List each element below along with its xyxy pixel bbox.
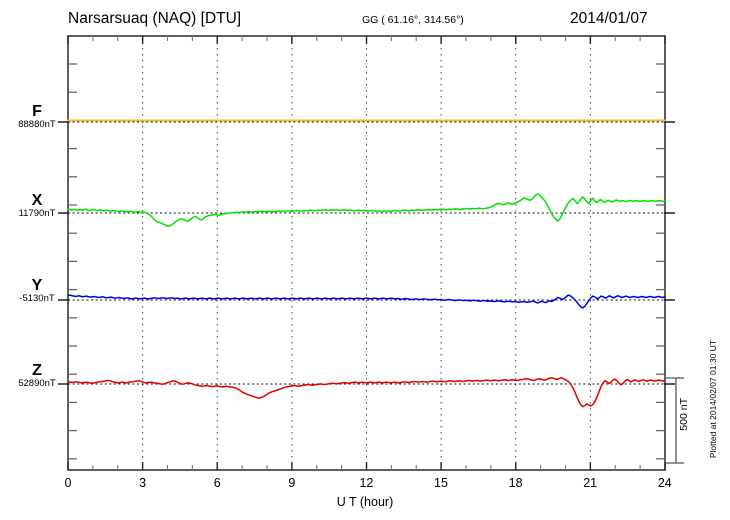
component-value-y: -5130nT bbox=[19, 293, 55, 304]
x-tick-label: 18 bbox=[508, 476, 523, 490]
component-label-x: X 11790nT bbox=[8, 193, 66, 220]
x-tick-label: 9 bbox=[288, 476, 296, 490]
trace-y bbox=[67, 294, 666, 309]
component-value-f: 88880nT bbox=[18, 119, 56, 130]
plotted-at-label: Plotted at 2014/02/07 01:30 UT bbox=[708, 340, 718, 459]
trace-x bbox=[67, 193, 666, 227]
x-tick-label: 24 bbox=[657, 476, 672, 490]
component-letter-f: F bbox=[32, 103, 42, 120]
x-tick-label: 21 bbox=[583, 476, 598, 490]
component-letter-y: Y bbox=[31, 277, 43, 294]
scale-bar-label: 500 nT bbox=[678, 398, 690, 431]
x-tick-label: 0 bbox=[64, 476, 72, 490]
x-tick-label: 15 bbox=[434, 476, 448, 490]
trace-z bbox=[67, 376, 666, 408]
component-letter-z: Z bbox=[32, 362, 42, 379]
component-label-f: F 88880nT bbox=[8, 104, 66, 131]
component-label-z: Z 52890nT bbox=[8, 363, 66, 390]
x-tick-label: 3 bbox=[139, 476, 147, 490]
component-letter-x: X bbox=[31, 192, 43, 209]
observation-date: 2014/01/07 bbox=[570, 10, 648, 27]
component-label-y: Y -5130nT bbox=[8, 278, 66, 305]
component-value-x: 11790nT bbox=[18, 208, 56, 219]
x-tick-label: 6 bbox=[213, 476, 221, 490]
x-axis-title: U T (hour) bbox=[336, 495, 394, 509]
component-value-z: 52890nT bbox=[18, 378, 56, 389]
geographic-coordinates: GG ( 61.16°, 314.56°) bbox=[362, 14, 464, 26]
page-title: Narsarsuaq (NAQ) [DTU] bbox=[68, 10, 242, 27]
x-tick-label: 12 bbox=[359, 476, 374, 490]
